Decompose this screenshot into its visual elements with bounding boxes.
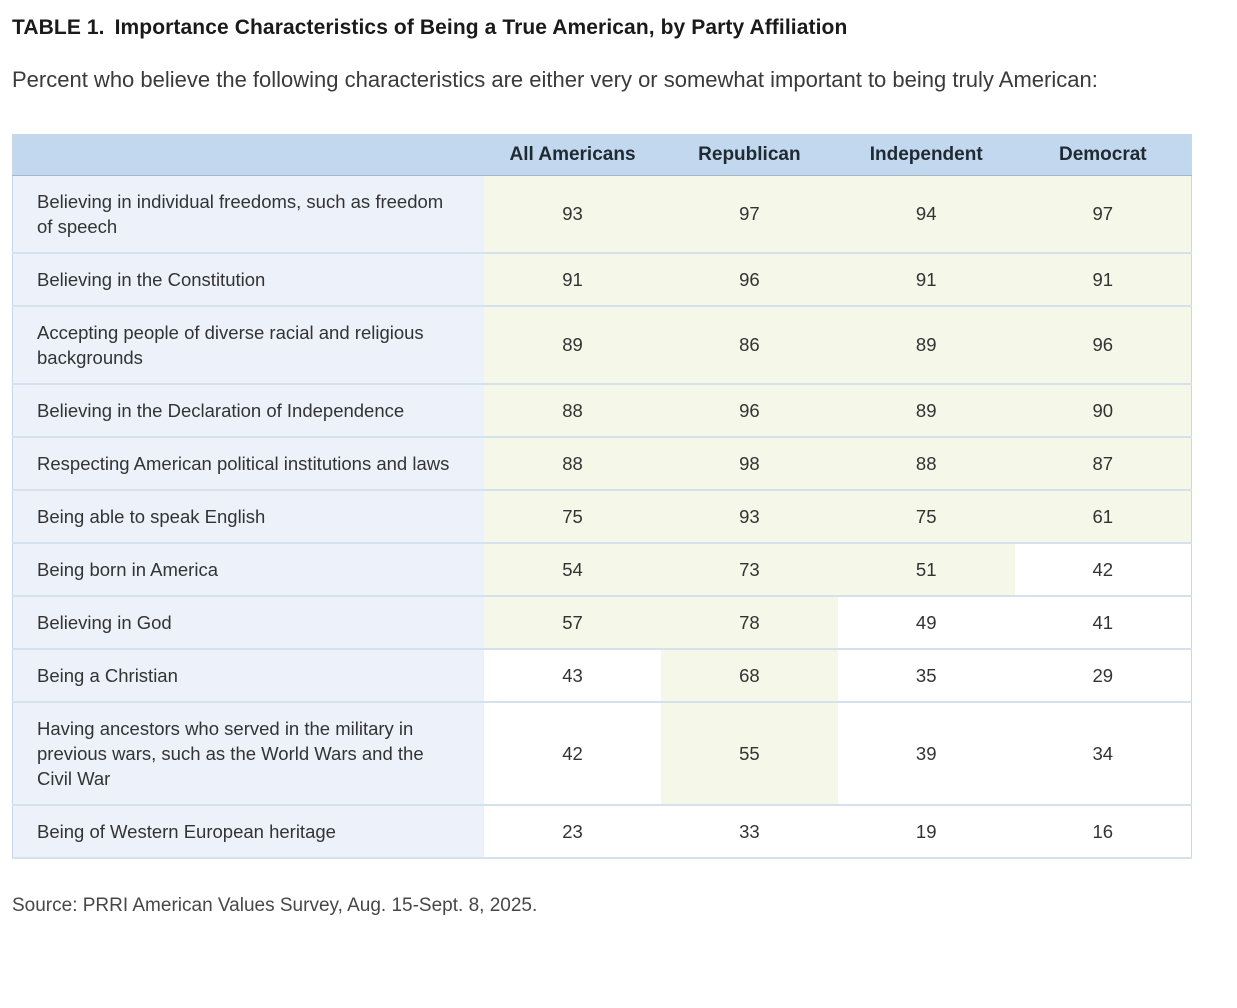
value-cell: 98 <box>660 436 838 491</box>
value-cell: 73 <box>660 542 838 597</box>
value-cell: 33 <box>660 804 838 859</box>
row-label: Being of Western European heritage <box>12 804 485 859</box>
table-header-row: All Americans Republican Independent Democr… <box>12 134 1192 176</box>
value-cell: 39 <box>837 701 1015 806</box>
row-label: Believing in the Declaration of Independ… <box>12 383 485 438</box>
row-label: Being a Christian <box>12 648 485 703</box>
row-label: Accepting people of diverse racial and r… <box>12 305 485 385</box>
value-cell: 34 <box>1014 701 1192 806</box>
table-row: Having ancestors who served in the milit… <box>12 701 1192 806</box>
value-cell: 29 <box>1014 648 1192 703</box>
value-cell: 89 <box>837 305 1015 385</box>
table-title-text: Importance Characteristics of Being a Tr… <box>114 16 848 39</box>
value-cell: 94 <box>837 175 1015 254</box>
table-subtitle: Percent who believe the following charac… <box>12 67 1098 92</box>
row-label: Respecting American political institutio… <box>12 436 485 491</box>
value-cell: 49 <box>837 595 1015 650</box>
value-cell: 86 <box>660 305 838 385</box>
value-cell: 89 <box>837 383 1015 438</box>
value-cell: 61 <box>1014 489 1192 544</box>
table-row: Respecting American political institutio… <box>12 436 1192 491</box>
value-cell: 91 <box>484 252 661 307</box>
column-header: Democrat <box>1014 134 1192 176</box>
row-label: Having ancestors who served in the milit… <box>12 701 485 806</box>
value-cell: 91 <box>1014 252 1192 307</box>
value-cell: 93 <box>484 175 661 254</box>
column-header: All Americans <box>484 134 661 176</box>
value-cell: 75 <box>484 489 661 544</box>
value-cell: 23 <box>484 804 661 859</box>
value-cell: 87 <box>1014 436 1192 491</box>
row-label: Believing in individual freedoms, such a… <box>12 175 485 254</box>
value-cell: 68 <box>660 648 838 703</box>
value-cell: 88 <box>484 383 661 438</box>
value-cell: 75 <box>837 489 1015 544</box>
value-cell: 93 <box>660 489 838 544</box>
table-row: Believing in God 57 78 49 41 <box>12 595 1192 650</box>
header-corner-cell <box>12 134 485 176</box>
value-cell: 43 <box>484 648 661 703</box>
value-cell: 42 <box>1014 542 1192 597</box>
value-cell: 54 <box>484 542 661 597</box>
value-cell: 55 <box>660 701 838 806</box>
row-label: Being able to speak English <box>12 489 485 544</box>
value-cell: 91 <box>837 252 1015 307</box>
table-row: Accepting people of diverse racial and r… <box>12 305 1192 385</box>
value-cell: 97 <box>660 175 838 254</box>
table-number-label: TABLE 1. <box>12 16 105 39</box>
source-note: Source: PRRI American Values Survey, Aug… <box>12 894 538 916</box>
table-row: Being a Christian 43 68 35 29 <box>12 648 1192 703</box>
table-row: Being of Western European heritage 23 33 19… <box>12 804 1192 859</box>
column-header: Republican <box>660 134 838 176</box>
value-cell: 41 <box>1014 595 1192 650</box>
table-title: TABLE 1. Importance Characteristics of Be… <box>12 16 1203 40</box>
value-cell: 42 <box>484 701 661 806</box>
value-cell: 96 <box>1014 305 1192 385</box>
value-cell: 89 <box>484 305 661 385</box>
value-cell: 57 <box>484 595 661 650</box>
value-cell: 88 <box>837 436 1015 491</box>
data-table: All Americans Republican Independent Democr… <box>12 133 1192 859</box>
value-cell: 35 <box>837 648 1015 703</box>
value-cell: 88 <box>484 436 661 491</box>
row-label: Believing in God <box>12 595 485 650</box>
table-row: Being born in America 54 73 51 42 <box>12 542 1192 597</box>
row-label: Being born in America <box>12 542 485 597</box>
table-body: Believing in individual freedoms, such a… <box>12 175 1192 859</box>
value-cell: 16 <box>1014 804 1192 859</box>
column-header: Independent <box>837 134 1015 176</box>
table-row: Being able to speak English 75 93 75 61 <box>12 489 1192 544</box>
table-row: Believing in the Constitution 91 96 91 91 <box>12 252 1192 307</box>
table-row: Believing in the Declaration of Independ… <box>12 383 1192 438</box>
value-cell: 96 <box>660 252 838 307</box>
row-label: Believing in the Constitution <box>12 252 485 307</box>
value-cell: 90 <box>1014 383 1192 438</box>
value-cell: 19 <box>837 804 1015 859</box>
table-row: Believing in individual freedoms, such a… <box>12 175 1192 254</box>
value-cell: 97 <box>1014 175 1192 254</box>
value-cell: 78 <box>660 595 838 650</box>
value-cell: 51 <box>837 542 1015 597</box>
value-cell: 96 <box>660 383 838 438</box>
